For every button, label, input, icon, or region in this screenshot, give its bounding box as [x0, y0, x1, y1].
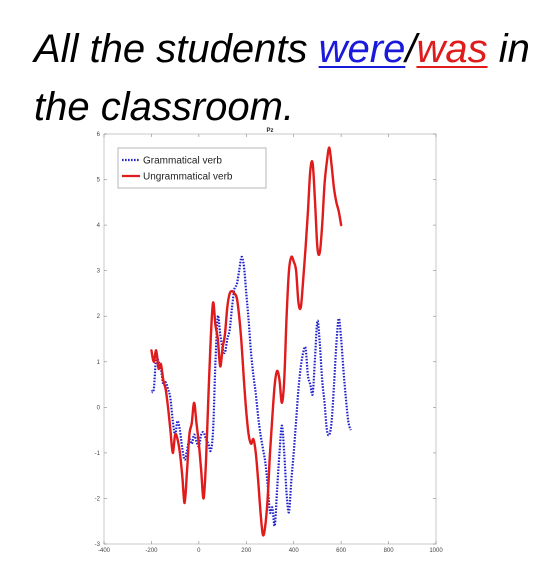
option-was: was	[416, 27, 488, 71]
chart-title: Pz	[266, 128, 273, 134]
sentence-part-2: in the classroom.	[34, 27, 530, 129]
y-tick-label: -1	[95, 451, 101, 457]
option-were: were	[318, 27, 406, 71]
x-tick-label: 600	[336, 548, 347, 554]
y-tick-label: 0	[97, 405, 101, 411]
legend-box	[117, 147, 267, 189]
headline-sentence: All the students were/was in the classro…	[34, 20, 534, 136]
erp-chart: Pz -400 -200 0 200 400 600 800 1000 -3 -2 -1 0 1 2 3 4 5…	[86, 124, 456, 564]
x-tick-label: 400	[289, 548, 300, 554]
series-ungrammatical-verb-line	[150, 146, 343, 537]
legend-label-ungrammatical: Ungrammatical verb	[143, 172, 233, 183]
y-tick-label: 3	[97, 269, 101, 275]
option-separator: /	[405, 27, 417, 71]
chart-background	[86, 124, 456, 564]
y-tick-label: 5	[97, 178, 101, 184]
x-tick-label: 1000	[429, 548, 443, 554]
plot-frame	[103, 133, 437, 545]
y-tick-label: -2	[95, 496, 101, 502]
x-tick-label: -200	[145, 548, 158, 554]
y-tick-label: 2	[97, 314, 101, 320]
x-tick-label: 200	[241, 548, 252, 554]
y-tick-label: 6	[97, 132, 101, 138]
x-tick-label: 800	[384, 548, 395, 554]
x-tick-label: -400	[98, 548, 111, 554]
y-tick-label: -3	[95, 542, 101, 548]
x-tick-label: 0	[197, 548, 201, 554]
y-tick-label: 4	[97, 223, 101, 229]
sentence-part-1: All the students	[34, 27, 319, 71]
legend-label-grammatical: Grammatical verb	[143, 156, 222, 167]
y-tick-label: 1	[97, 360, 101, 366]
series-grammatical-verb-line	[150, 255, 352, 528]
